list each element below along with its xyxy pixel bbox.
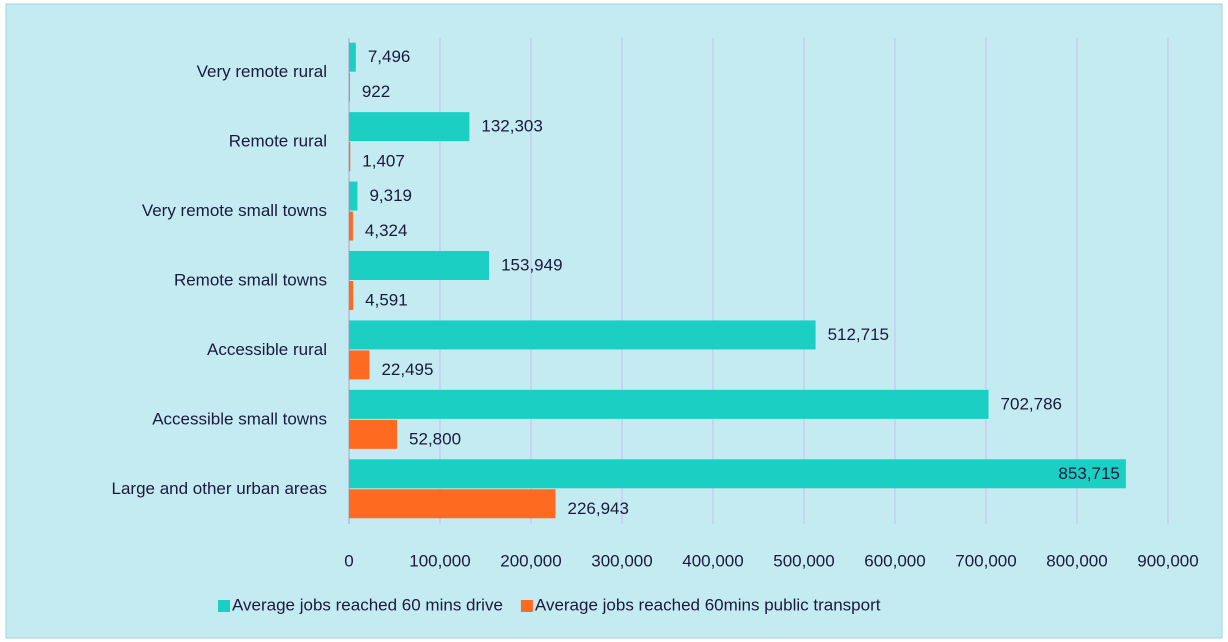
bar <box>349 419 398 449</box>
value-label: 702,786 <box>1001 394 1062 413</box>
bar <box>349 489 556 519</box>
x-tick-label: 900,000 <box>1137 551 1198 570</box>
value-label: 4,324 <box>365 221 408 240</box>
legend-swatch <box>520 600 533 612</box>
legend-label: Average jobs reached 60mins public trans… <box>535 595 881 614</box>
value-label: 1,407 <box>362 152 405 171</box>
bar <box>349 251 490 280</box>
x-tick-label: 700,000 <box>955 551 1016 570</box>
y-tick-label: Very remote rural <box>197 62 327 81</box>
bar <box>349 181 358 211</box>
value-label: 512,715 <box>828 325 889 344</box>
value-label: 22,495 <box>381 360 433 379</box>
y-tick-label: Accessible small towns <box>152 409 327 428</box>
value-label: 9,319 <box>369 186 412 205</box>
legend-swatch <box>218 600 230 612</box>
bar <box>349 459 1126 489</box>
x-tick-label: 300,000 <box>591 551 652 570</box>
y-tick-label: Remote small towns <box>174 270 327 289</box>
legend-label: Average jobs reached 60 mins drive <box>232 595 503 614</box>
x-tick-label: 100,000 <box>409 551 470 570</box>
value-label: 52,800 <box>409 429 461 448</box>
value-label: 132,303 <box>481 117 542 136</box>
x-tick-label: 800,000 <box>1046 551 1107 570</box>
bar <box>349 142 351 172</box>
x-tick-label: 600,000 <box>864 551 925 570</box>
y-tick-label: Remote rural <box>229 132 327 151</box>
bar <box>349 72 350 102</box>
bar <box>349 42 356 72</box>
bar <box>349 211 353 241</box>
y-tick-label: Very remote small towns <box>142 201 327 220</box>
value-label: 922 <box>362 82 390 101</box>
bar <box>349 389 989 419</box>
bar <box>349 320 816 350</box>
x-tick-label: 500,000 <box>773 551 834 570</box>
y-tick-label: Large and other urban areas <box>112 479 328 498</box>
x-tick-label: 0 <box>344 551 353 570</box>
value-label: 7,496 <box>368 47 411 66</box>
value-label: 4,591 <box>365 290 408 309</box>
y-tick-label: Accessible rural <box>207 340 327 359</box>
value-label: 153,949 <box>501 255 562 274</box>
x-tick-label: 400,000 <box>682 551 743 570</box>
bar <box>349 350 370 380</box>
bar <box>349 112 470 142</box>
bar <box>349 281 354 310</box>
x-tick-label: 200,000 <box>500 551 561 570</box>
value-label: 226,943 <box>568 499 629 518</box>
value-label: 853,715 <box>1058 464 1119 483</box>
